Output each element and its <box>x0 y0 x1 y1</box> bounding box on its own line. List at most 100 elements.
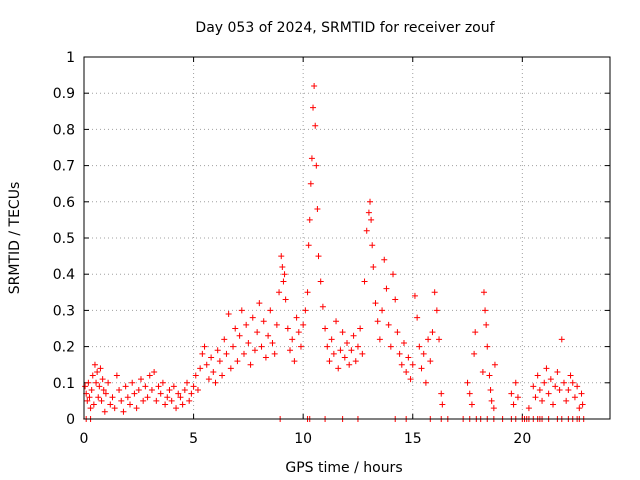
data-point <box>431 289 438 296</box>
data-point <box>409 361 416 368</box>
data-point <box>479 368 486 375</box>
data-point <box>491 361 498 368</box>
data-point <box>238 307 245 314</box>
data-point <box>530 383 537 390</box>
chart-title: Day 053 of 2024, SRMTID for receiver zou… <box>195 20 495 36</box>
data-point <box>267 307 274 314</box>
data-point <box>368 216 375 223</box>
data-point <box>487 387 494 394</box>
data-point <box>219 372 226 379</box>
data-point <box>140 397 147 404</box>
data-point <box>512 379 519 386</box>
data-point <box>545 390 552 397</box>
data-point <box>295 329 302 336</box>
data-point <box>392 296 399 303</box>
data-point <box>539 397 546 404</box>
data-point <box>403 368 410 375</box>
data-point <box>133 405 140 412</box>
data-point <box>234 358 241 365</box>
data-point <box>118 397 125 404</box>
data-point <box>305 242 312 249</box>
data-point <box>131 390 138 397</box>
data-point <box>390 271 397 278</box>
data-point <box>578 390 585 397</box>
x-tick-label: 0 <box>80 431 89 447</box>
data-point <box>439 401 446 408</box>
data-point <box>322 325 329 332</box>
data-point <box>550 401 557 408</box>
data-point <box>120 408 127 415</box>
data-point <box>319 303 326 310</box>
data-point <box>425 336 432 343</box>
data-point <box>563 397 570 404</box>
data-point <box>88 387 95 394</box>
data-point <box>547 376 554 383</box>
data-point <box>480 289 487 296</box>
data-point <box>387 343 394 350</box>
data-point <box>367 198 374 205</box>
data-point <box>361 278 368 285</box>
data-point <box>124 394 131 401</box>
data-point <box>350 332 357 339</box>
data-point <box>192 372 199 379</box>
data-point <box>335 365 342 372</box>
data-point <box>85 379 92 386</box>
data-point <box>365 209 372 216</box>
data-point <box>142 383 149 390</box>
data-point <box>398 361 405 368</box>
data-point <box>348 347 355 354</box>
data-point <box>383 285 390 292</box>
data-point <box>344 339 350 346</box>
y-axis: 0 0.1 0.2 0.3 0.4 0.5 0.6 0.7 0.8 0.9 1 <box>53 50 610 428</box>
data-point <box>282 296 289 303</box>
data-point <box>560 379 567 386</box>
x-axis: 0 5 10 15 20 <box>80 57 531 447</box>
data-point <box>201 343 208 350</box>
data-point <box>89 372 96 379</box>
data-point <box>311 82 318 89</box>
data-point <box>486 372 493 379</box>
data-point <box>339 329 346 336</box>
data-point <box>407 376 414 383</box>
y-tick-label: 0.9 <box>53 86 75 102</box>
data-point <box>422 379 429 386</box>
data-point <box>280 278 287 285</box>
data-point <box>99 376 106 383</box>
data-point <box>107 401 114 408</box>
data-point <box>273 321 280 328</box>
data-point <box>271 350 278 357</box>
data-point <box>514 394 521 401</box>
data-point <box>135 387 142 394</box>
data-point <box>394 329 401 336</box>
y-tick-label: 0.6 <box>53 195 75 211</box>
data-point <box>146 372 153 379</box>
x-tick-label: 10 <box>294 431 312 447</box>
data-point <box>284 325 291 332</box>
data-point <box>569 379 576 386</box>
data-point <box>87 405 94 412</box>
data-point <box>466 390 473 397</box>
data-point <box>558 336 565 343</box>
data-point <box>571 394 578 401</box>
data-point <box>214 347 221 354</box>
data-point <box>159 379 166 386</box>
data-point <box>225 311 232 318</box>
data-point <box>94 368 101 375</box>
data-point <box>381 256 388 263</box>
data-point <box>510 401 517 408</box>
data-point <box>326 358 333 365</box>
plot-frame <box>83 56 611 420</box>
data-point <box>427 358 434 365</box>
data-point <box>262 354 269 361</box>
y-tick-label: 0.4 <box>53 267 75 283</box>
data-point <box>109 394 116 401</box>
data-point <box>127 401 134 408</box>
data-point <box>194 387 201 394</box>
data-point <box>245 339 252 346</box>
data-point <box>565 387 572 394</box>
data-point <box>212 379 219 386</box>
data-point <box>376 336 383 343</box>
data-point <box>536 387 543 394</box>
data-point <box>488 397 495 404</box>
